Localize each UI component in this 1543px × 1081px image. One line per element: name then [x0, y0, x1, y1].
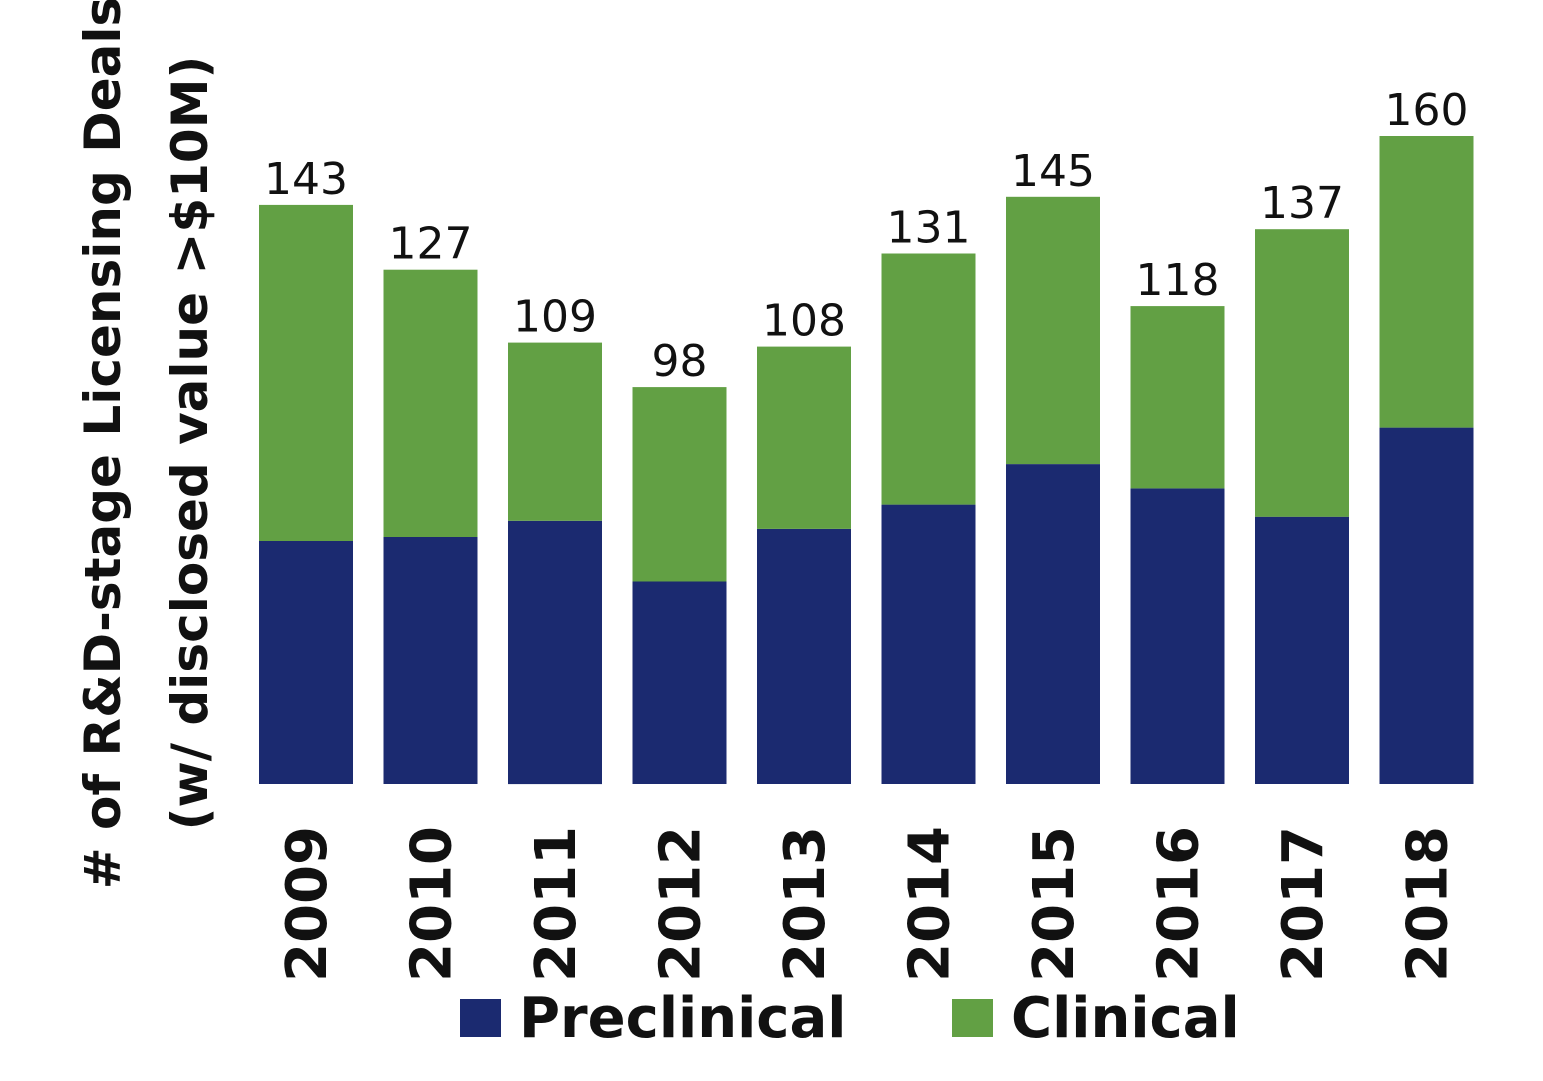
total-label-2016: 118 [1136, 255, 1220, 306]
x-tick-label-2011: 2011 [524, 826, 589, 982]
bar-clinical-2013 [757, 346, 851, 529]
x-tick-label-2016: 2016 [1147, 826, 1212, 982]
legend-swatch-preclinical [460, 999, 501, 1037]
total-label-2009: 143 [264, 154, 348, 205]
total-label-2011: 109 [513, 292, 597, 343]
bar-preclinical-2018 [1379, 427, 1474, 784]
bar-preclinical-2013 [757, 528, 851, 784]
x-tick-label-2017: 2017 [1271, 826, 1336, 982]
bar-clinical-2012 [632, 387, 727, 582]
total-label-2015: 145 [1011, 146, 1095, 197]
bar-preclinical-2016 [1130, 488, 1225, 784]
x-tick-label-2013: 2013 [773, 826, 838, 982]
legend: Preclinical Clinical [460, 986, 1240, 1051]
x-tick-labels-group: 2009 2010 2011 2012 2013 2014 2015 2016 2017 2018 [275, 826, 1461, 982]
x-tick-label-2012: 2012 [649, 826, 714, 982]
total-label-2018: 160 [1385, 85, 1469, 136]
bar-clinical-2014 [881, 253, 976, 505]
bar-clinical-2015 [1006, 196, 1100, 465]
bar-clinical-2010 [383, 269, 478, 537]
bar-preclinical-2015 [1006, 464, 1100, 784]
total-label-2014: 131 [887, 203, 971, 254]
x-tick-label-2018: 2018 [1396, 826, 1461, 982]
total-label-2012: 98 [652, 336, 708, 387]
total-labels-group: 143 127 109 98 108 131 145 118 137 160 [264, 85, 1468, 387]
bar-preclinical-2010 [383, 537, 478, 784]
bar-preclinical-2012 [632, 581, 727, 784]
bar-preclinical-2017 [1255, 516, 1349, 784]
legend-swatch-clinical [952, 999, 993, 1037]
bars-group [259, 136, 1474, 785]
total-label-2010: 127 [389, 219, 473, 270]
x-tick-label-2010: 2010 [400, 826, 465, 982]
bar-preclinical-2014 [881, 504, 976, 784]
bar-clinical-2011 [508, 342, 602, 521]
total-label-2017: 137 [1260, 178, 1344, 229]
total-label-2013: 108 [762, 296, 846, 347]
bar-preclinical-2009 [259, 541, 353, 784]
y-axis-label-group: # of R&D-stage Licensing Deals (w/ discl… [74, 0, 219, 889]
y-axis-label-line1: # of R&D-stage Licensing Deals [74, 0, 132, 889]
legend-label-preclinical: Preclinical [519, 986, 846, 1051]
x-tick-label-2014: 2014 [898, 826, 963, 982]
bar-clinical-2009 [259, 204, 353, 541]
x-tick-label-2009: 2009 [275, 826, 340, 982]
bar-clinical-2018 [1379, 136, 1474, 428]
bar-preclinical-2011 [508, 520, 602, 785]
bar-clinical-2016 [1130, 306, 1225, 489]
x-tick-label-2015: 2015 [1022, 826, 1087, 982]
legend-label-clinical: Clinical [1011, 986, 1240, 1051]
y-axis-label-line2: (w/ disclosed value >$10M) [161, 56, 219, 831]
bar-clinical-2017 [1255, 229, 1349, 517]
